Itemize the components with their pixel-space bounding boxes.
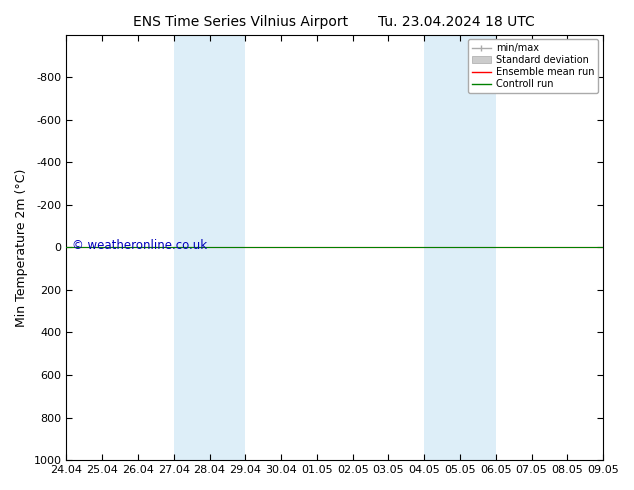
Text: Tu. 23.04.2024 18 UTC: Tu. 23.04.2024 18 UTC bbox=[378, 15, 535, 29]
Legend: min/max, Standard deviation, Ensemble mean run, Controll run: min/max, Standard deviation, Ensemble me… bbox=[468, 40, 598, 93]
Text: ENS Time Series Vilnius Airport: ENS Time Series Vilnius Airport bbox=[133, 15, 349, 29]
Y-axis label: Min Temperature 2m (°C): Min Temperature 2m (°C) bbox=[15, 168, 28, 326]
Bar bbox=[424, 35, 496, 460]
Text: © weatheronline.co.uk: © weatheronline.co.uk bbox=[72, 239, 207, 252]
Bar bbox=[174, 35, 245, 460]
